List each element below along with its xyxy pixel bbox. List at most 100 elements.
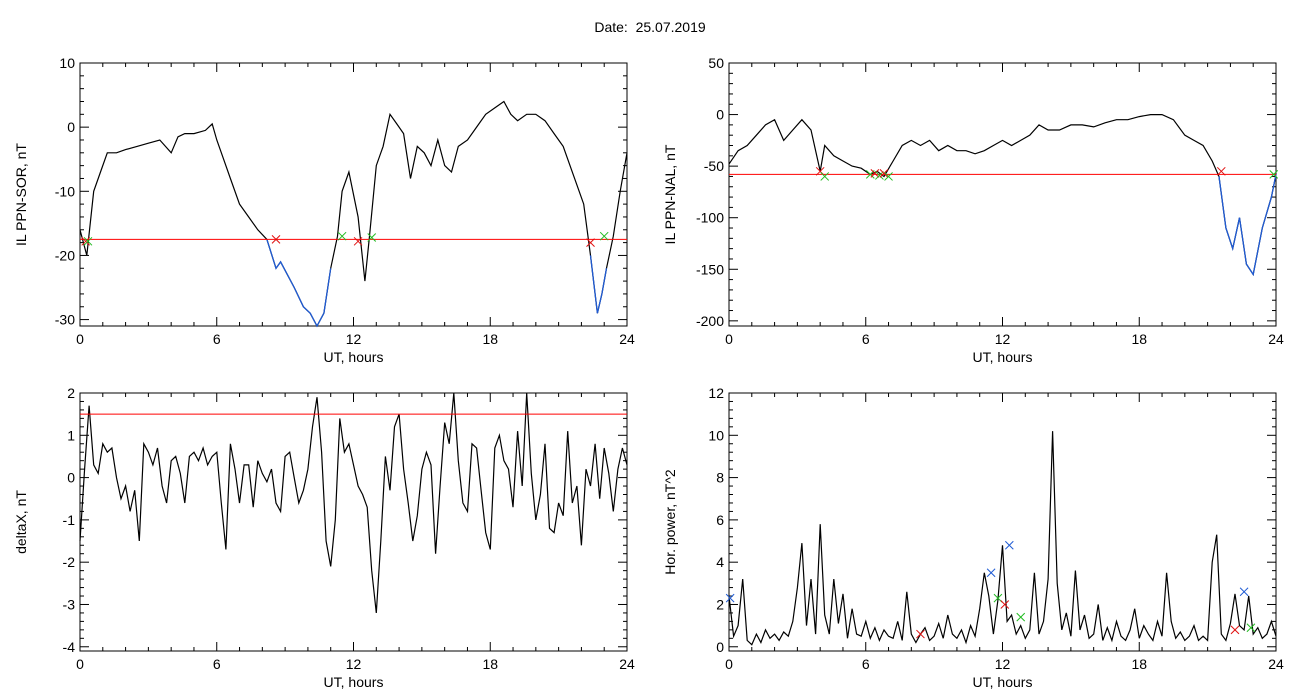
marker-stroke xyxy=(1216,166,1226,176)
marker-stroke xyxy=(337,231,347,241)
y-tick-label: 0 xyxy=(67,119,75,135)
x-tick-label: 24 xyxy=(619,331,635,347)
marker-red xyxy=(1000,600,1010,609)
marker-blue xyxy=(1239,587,1249,597)
y-axis-label: IL PPN-NAL, nT xyxy=(662,144,678,244)
marker-blue xyxy=(725,593,735,603)
y-tick-label: -2 xyxy=(63,554,76,570)
x-axis-label: UT, hours xyxy=(324,349,384,365)
marker-stroke xyxy=(586,238,595,247)
x-tick-label: 0 xyxy=(725,331,733,347)
y-tick-label: 2 xyxy=(716,596,724,612)
y-axis-label: IL PPN-SOR, nT xyxy=(13,143,29,246)
below-threshold-segment xyxy=(266,239,332,328)
x-axis-label: UT, hours xyxy=(324,674,384,690)
marker-green xyxy=(337,231,347,241)
x-tick-label: 18 xyxy=(482,656,498,672)
x-tick-label: 24 xyxy=(1268,656,1284,672)
marker-red xyxy=(81,236,91,246)
marker-green xyxy=(875,171,884,180)
x-tick-label: 6 xyxy=(862,331,870,347)
x-tick-label: 12 xyxy=(346,331,362,347)
y-tick-label: 50 xyxy=(708,55,724,71)
y-tick-label: 10 xyxy=(59,55,75,71)
x-tick-label: 0 xyxy=(76,656,84,672)
series-line xyxy=(728,113,1277,276)
x-axis-label: UT, hours xyxy=(973,349,1033,365)
x-tick-label: 24 xyxy=(1268,331,1284,347)
x-tick-label: 12 xyxy=(995,331,1011,347)
marker-green xyxy=(884,172,893,181)
y-tick-label: 8 xyxy=(716,470,724,486)
x-tick-label: 0 xyxy=(725,656,733,672)
x-tick-label: 18 xyxy=(1131,656,1147,672)
y-tick-label: 10 xyxy=(708,427,724,443)
x-tick-label: 18 xyxy=(482,331,498,347)
marker-stroke xyxy=(1004,540,1014,550)
y-tick-label: -20 xyxy=(55,247,75,263)
marker-stroke xyxy=(884,172,893,181)
marker-stroke xyxy=(1000,600,1010,609)
x-tick-label: 6 xyxy=(213,331,221,347)
marker-stroke xyxy=(879,169,889,178)
y-tick-label: -4 xyxy=(63,639,76,655)
x-tick-label: 6 xyxy=(213,656,221,672)
y-tick-label: -150 xyxy=(696,261,724,277)
marker-green xyxy=(599,231,609,241)
below-threshold-segment xyxy=(589,255,608,314)
y-tick-label: -200 xyxy=(696,313,724,329)
below-threshold-segment xyxy=(1218,174,1277,277)
marker-stroke xyxy=(83,236,93,246)
x-tick-label: 24 xyxy=(619,656,635,672)
marker-green xyxy=(83,236,93,246)
marker-green xyxy=(1246,623,1256,633)
y-tick-label: -10 xyxy=(55,183,75,199)
marker-green xyxy=(1269,170,1279,179)
marker-green xyxy=(367,233,377,242)
chart-sor: 0 6 12 18 24 -30 -20 -10 0 10 UT, hours IL PPN-SOR,… xyxy=(13,55,635,365)
x-axis-label: UT, hours xyxy=(973,674,1033,690)
x-tick-label: 0 xyxy=(76,331,84,347)
y-tick-label: 0 xyxy=(67,470,75,486)
marker-stroke xyxy=(820,172,830,181)
marker-stroke xyxy=(870,169,880,178)
marker-stroke xyxy=(1246,623,1256,633)
plot-frame xyxy=(728,62,1277,327)
page-title: Date: 25.07.2019 xyxy=(594,19,706,35)
y-tick-label: -1 xyxy=(63,512,76,528)
marker-stroke xyxy=(1230,625,1240,635)
plot-frame xyxy=(728,392,1277,652)
marker-stroke xyxy=(1016,612,1026,622)
marker-stroke xyxy=(1269,170,1279,179)
x-tick-label: 12 xyxy=(995,656,1011,672)
y-axis-label: Hor. power, nT^2 xyxy=(662,469,678,575)
marker-green xyxy=(820,172,830,181)
y-tick-label: 6 xyxy=(716,512,724,528)
series-line xyxy=(728,431,1277,646)
marker-stroke xyxy=(367,233,377,242)
y-axis-label: deltaX, nT xyxy=(13,490,29,554)
y-tick-label: 1 xyxy=(67,427,75,443)
marker-red xyxy=(1230,625,1240,635)
marker-stroke xyxy=(993,593,1003,603)
marker-red xyxy=(353,236,363,246)
y-tick-label: 12 xyxy=(708,385,724,401)
marker-stroke xyxy=(81,236,91,246)
marker-stroke xyxy=(875,171,884,180)
y-tick-label: -50 xyxy=(704,158,724,174)
marker-stroke xyxy=(271,235,281,244)
y-tick-label: -30 xyxy=(55,312,75,328)
marker-red xyxy=(916,629,925,639)
y-tick-label: -100 xyxy=(696,210,724,226)
marker-red xyxy=(879,169,889,178)
y-tick-label: 0 xyxy=(716,107,724,123)
marker-green xyxy=(1016,612,1026,622)
marker-blue xyxy=(1004,540,1014,550)
marker-stroke xyxy=(599,231,609,241)
marker-blue xyxy=(986,568,996,578)
chart-nal: 0 6 12 18 24 -200 -150 -100 -50 0 50 UT, hours IL PP… xyxy=(662,55,1284,365)
x-tick-label: 6 xyxy=(862,656,870,672)
